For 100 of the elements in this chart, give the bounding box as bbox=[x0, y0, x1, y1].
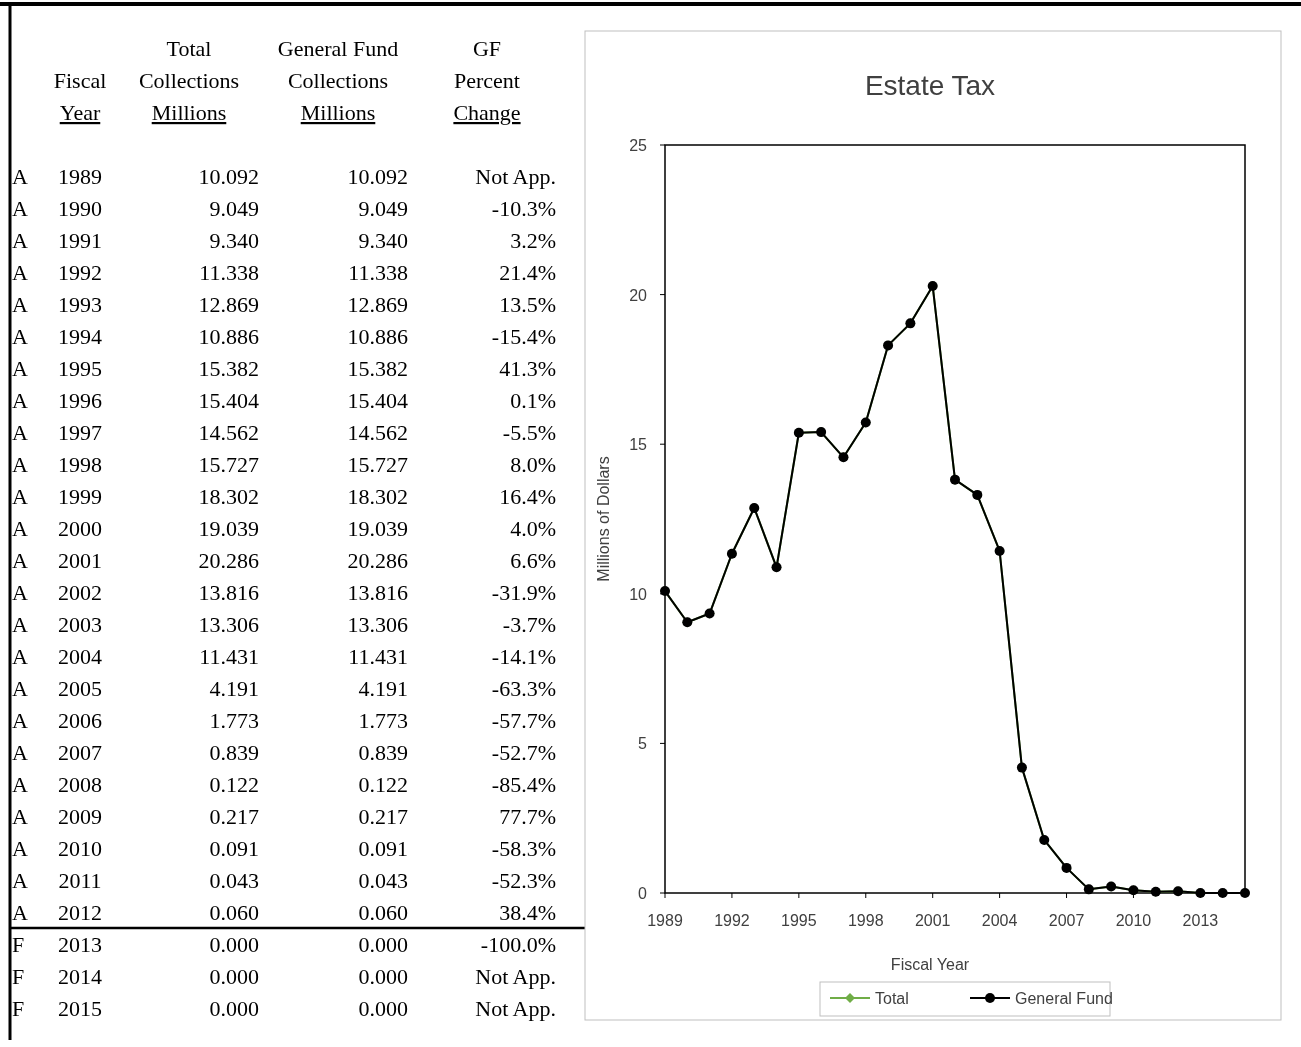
text: F bbox=[12, 996, 25, 1021]
y-tick-label: 0 bbox=[638, 885, 648, 902]
text: 9.049 bbox=[358, 196, 408, 221]
text: 1.773 bbox=[209, 708, 259, 733]
y-tick-label: 2013 bbox=[58, 932, 102, 957]
text: 20.286 bbox=[198, 548, 259, 573]
text: A bbox=[12, 388, 28, 413]
text: -57.7% bbox=[491, 708, 556, 733]
text: A bbox=[12, 196, 28, 221]
text: 15.382 bbox=[198, 356, 259, 381]
text: A bbox=[12, 516, 28, 541]
x-tick-label: 2001 bbox=[914, 912, 951, 929]
text: 0.060 bbox=[209, 900, 259, 925]
x-tick-label: Total Collections Millions bbox=[138, 36, 240, 125]
text: A bbox=[12, 836, 28, 861]
y-tick-label: 15 bbox=[629, 436, 648, 454]
text: 13.306 bbox=[198, 612, 259, 637]
legend-label: Total bbox=[875, 990, 909, 1007]
text: 14.562 bbox=[347, 420, 408, 445]
text: -58.3% bbox=[491, 836, 556, 861]
text: A bbox=[12, 868, 28, 893]
text: 3.2% bbox=[510, 228, 556, 253]
y-tick-label: 1989 bbox=[58, 164, 102, 189]
text: 15.382 bbox=[347, 356, 408, 381]
text: 14.562 bbox=[198, 420, 259, 445]
x-axis-title: Fiscal Year bbox=[890, 956, 970, 973]
text: 13.816 bbox=[347, 580, 408, 605]
x-tick-label: 2004 bbox=[981, 912, 1018, 929]
text: A bbox=[12, 740, 28, 765]
text: 15.404 bbox=[198, 388, 259, 413]
text: Not App. bbox=[475, 996, 556, 1021]
text: A bbox=[12, 292, 28, 317]
text: 0.000 bbox=[358, 932, 408, 957]
point bbox=[1217, 888, 1228, 898]
text: A bbox=[12, 260, 28, 285]
text: 20.286 bbox=[347, 548, 408, 573]
y-tick-label: 20 bbox=[629, 286, 648, 304]
y-axis-title: Millions of Dollars bbox=[595, 456, 612, 582]
text: A bbox=[12, 356, 28, 381]
text: -52.3% bbox=[491, 868, 556, 893]
text: -14.1% bbox=[491, 644, 556, 669]
text: 0.000 bbox=[209, 996, 259, 1021]
text: 9.049 bbox=[209, 196, 259, 221]
text: 0.091 bbox=[358, 836, 408, 861]
text: 0.122 bbox=[209, 772, 259, 797]
text: A bbox=[12, 164, 28, 189]
text: 0.1% bbox=[510, 388, 556, 413]
text: Not App. bbox=[475, 964, 556, 989]
text: 4.191 bbox=[358, 676, 408, 701]
text: 4.191 bbox=[209, 676, 259, 701]
x-tick-label: General Fund Collections Millions bbox=[277, 36, 399, 125]
x-tick-label: 1992 bbox=[714, 912, 750, 929]
text: -31.9% bbox=[491, 580, 556, 605]
text: 15.404 bbox=[347, 388, 408, 413]
y-tick-label: 2010 bbox=[58, 836, 102, 861]
y-tick-label: 2005 bbox=[58, 676, 102, 701]
text: 10.886 bbox=[198, 324, 259, 349]
text: 11.338 bbox=[348, 260, 408, 285]
y-tick-label: 2008 bbox=[58, 772, 102, 797]
text: 12.869 bbox=[198, 292, 259, 317]
text: 0.043 bbox=[209, 868, 259, 893]
text: -85.4% bbox=[491, 772, 556, 797]
text: A bbox=[12, 484, 28, 509]
text: 0.000 bbox=[358, 996, 408, 1021]
text: 13.306 bbox=[347, 612, 408, 637]
text: 0.839 bbox=[209, 740, 259, 765]
text: -10.3% bbox=[491, 196, 556, 221]
y-tick-label: 1993 bbox=[58, 292, 102, 317]
text: A bbox=[12, 900, 28, 925]
y-tick-label: 2006 bbox=[58, 708, 102, 733]
text: 9.340 bbox=[358, 228, 408, 253]
y-tick-label: 1998 bbox=[58, 452, 102, 477]
text: A bbox=[12, 804, 28, 829]
y-tick-label: 1992 bbox=[58, 260, 102, 285]
text: A bbox=[12, 228, 28, 253]
text: 4.0% bbox=[510, 516, 556, 541]
text: F bbox=[12, 932, 25, 957]
text: A bbox=[12, 708, 28, 733]
y-tick-label: 10 bbox=[629, 585, 648, 603]
text: A bbox=[12, 612, 28, 637]
text: 12.869 bbox=[347, 292, 408, 317]
y-tick-label: 2014 bbox=[58, 964, 102, 989]
y-axis-title: Fiscal Year bbox=[53, 68, 107, 125]
text: -52.7% bbox=[491, 740, 556, 765]
y-tick-label: 1997 bbox=[58, 420, 102, 445]
text: -15.4% bbox=[491, 324, 556, 349]
x-tick-label: 2013 bbox=[1182, 912, 1219, 929]
text: 19.039 bbox=[198, 516, 259, 541]
text: 21.4% bbox=[499, 260, 556, 285]
text: 0.217 bbox=[358, 804, 408, 829]
y-tick-label: 2000 bbox=[58, 516, 102, 541]
y-tick-label: 1996 bbox=[58, 388, 102, 413]
text: 0.217 bbox=[209, 804, 259, 829]
text: 0.839 bbox=[358, 740, 408, 765]
text: 11.338 bbox=[199, 260, 259, 285]
text: A bbox=[12, 548, 28, 573]
text: 10.092 bbox=[198, 164, 259, 189]
y-tick-label: 2009 bbox=[58, 804, 102, 829]
text: 0.043 bbox=[358, 868, 408, 893]
text: 16.4% bbox=[499, 484, 556, 509]
